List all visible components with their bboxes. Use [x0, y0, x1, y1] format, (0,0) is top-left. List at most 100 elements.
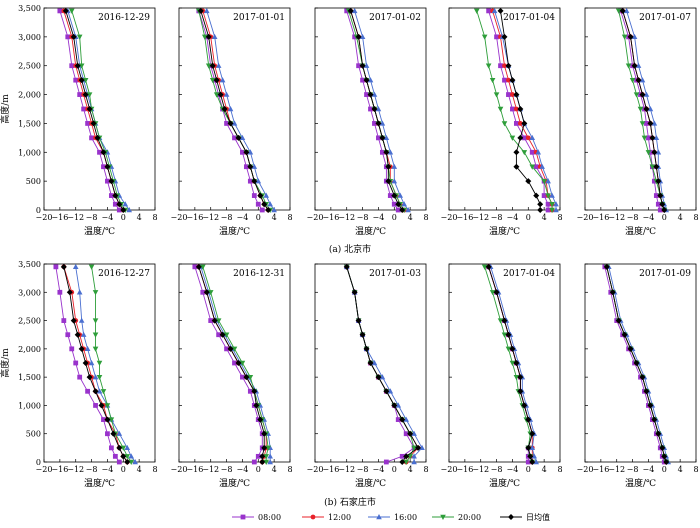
data-point: [200, 289, 206, 295]
data-point: [505, 346, 512, 352]
data-point: [529, 134, 536, 141]
data-point: [639, 77, 646, 83]
data-point: [383, 459, 389, 465]
data-point: [74, 62, 81, 69]
plot-frame: [584, 263, 697, 463]
data-point: [653, 163, 660, 170]
data-point: [359, 33, 366, 40]
y-tick-label: 3,000: [18, 33, 41, 42]
data-point: [603, 263, 610, 270]
data-point: [240, 149, 245, 155]
x-axis-label: 温度/℃: [355, 477, 386, 489]
data-point: [397, 192, 404, 198]
data-point: [263, 454, 270, 460]
data-point: [367, 77, 374, 83]
data-point: [481, 264, 488, 270]
data-point: [621, 34, 628, 40]
data-point: [82, 91, 89, 98]
data-point: [247, 163, 254, 170]
data-point: [407, 454, 413, 460]
y-tick-label: 1,500: [18, 373, 41, 382]
data-point: [70, 317, 77, 324]
data-point: [513, 374, 520, 381]
data-point: [205, 63, 212, 69]
x-tick-label: −4: [643, 213, 655, 222]
data-point: [485, 63, 492, 69]
x-tick-label: 4: [542, 213, 547, 222]
data-point: [513, 121, 519, 126]
data-point: [76, 289, 83, 295]
data-point: [385, 163, 392, 170]
x-axis-label: 温度/℃: [219, 477, 250, 489]
data-point: [207, 290, 214, 296]
data-point: [513, 106, 519, 112]
series-line-20:00: [71, 10, 126, 211]
data-point: [215, 62, 222, 68]
data-point: [208, 318, 214, 323]
data-point: [489, 77, 496, 84]
x-tick-label: −12: [338, 465, 355, 474]
y-tick-label: 3,000: [18, 288, 41, 297]
data-point: [517, 106, 524, 112]
data-point: [78, 63, 85, 69]
data-point: [69, 346, 75, 352]
x-tick-label: 4: [542, 465, 547, 474]
data-point: [647, 402, 654, 409]
x-tick-label: −20: [307, 213, 324, 222]
data-point: [351, 7, 358, 14]
x-tick-label: −8: [627, 213, 639, 222]
data-point: [243, 374, 250, 381]
data-point: [247, 178, 253, 184]
data-point: [224, 121, 229, 126]
data-point: [96, 388, 103, 394]
data-point: [92, 388, 99, 395]
data-point: [659, 201, 666, 208]
data-point: [97, 149, 102, 155]
data-point: [85, 121, 91, 126]
panel-date: 2016-12-29: [98, 13, 150, 23]
x-tick-label: −8: [221, 465, 233, 474]
data-point: [195, 263, 202, 270]
data-point: [108, 445, 114, 451]
x-axis-label: 温度/℃: [219, 225, 250, 237]
data-point: [259, 459, 266, 465]
data-point: [501, 33, 508, 40]
plot-frame: [448, 7, 561, 211]
data-point: [395, 402, 402, 408]
data-point: [649, 134, 656, 141]
data-point: [53, 264, 59, 270]
data-point: [108, 193, 114, 198]
x-tick-label: −8: [491, 213, 503, 222]
data-point: [197, 7, 204, 14]
x-axis-label: 温度/℃: [489, 225, 520, 237]
data-point: [82, 77, 89, 84]
panel-date: 2017-01-09: [639, 269, 691, 279]
data-point: [517, 134, 524, 141]
data-point: [57, 289, 63, 295]
data-point: [62, 7, 69, 14]
data-point: [411, 445, 417, 451]
data-point: [211, 33, 218, 40]
x-tick-label: −16: [186, 213, 203, 222]
data-point: [647, 120, 654, 127]
data-point: [529, 149, 535, 155]
series-line-日均值: [350, 10, 403, 211]
x-tick-label: −12: [472, 465, 489, 474]
data-point: [493, 92, 500, 98]
x-tick-label: −20: [577, 213, 594, 222]
data-point: [128, 453, 135, 459]
data-point: [391, 163, 398, 169]
data-point: [615, 317, 622, 324]
panel-date: 2016-12-31: [233, 269, 285, 279]
data-point: [651, 120, 658, 126]
data-point: [527, 453, 534, 460]
data-point: [379, 374, 386, 380]
data-point: [247, 388, 253, 394]
plot-frame: [178, 263, 291, 463]
y-tick-label: 2,500: [18, 62, 41, 71]
x-tick-label: −4: [237, 465, 249, 474]
data-point: [385, 178, 392, 185]
data-point: [553, 207, 559, 213]
data-point: [657, 207, 663, 213]
data-point: [651, 149, 658, 156]
